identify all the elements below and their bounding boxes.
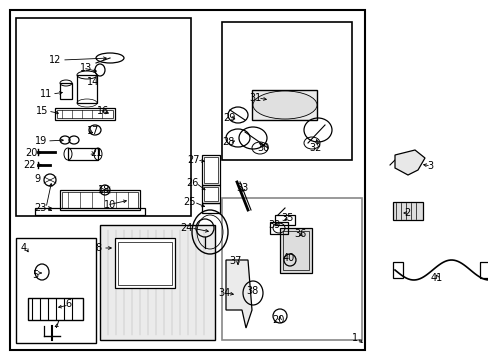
Bar (60, 190, 140, 210)
Text: 11: 11 (40, 89, 52, 99)
Bar (115, 238, 175, 288)
Bar (269, 222, 287, 234)
Text: 20: 20 (271, 315, 284, 325)
Bar (203, 157, 218, 183)
Bar (62, 192, 138, 208)
Text: 29: 29 (223, 113, 235, 123)
Text: 7: 7 (53, 320, 59, 330)
Bar (283, 231, 308, 270)
Bar (16, 238, 96, 343)
Text: 18: 18 (98, 185, 110, 195)
Text: 36: 36 (293, 229, 305, 239)
Bar (202, 203, 220, 213)
Text: 34: 34 (218, 288, 230, 298)
Bar (68, 148, 98, 160)
Text: 23: 23 (34, 203, 46, 213)
Text: 27: 27 (186, 155, 199, 165)
Bar (77, 75, 97, 103)
Text: 13: 13 (80, 63, 92, 73)
Polygon shape (225, 260, 251, 328)
Bar (251, 90, 316, 120)
Text: 39: 39 (267, 220, 280, 230)
Text: 8: 8 (95, 243, 101, 253)
Text: 30: 30 (256, 143, 268, 153)
Bar (16, 18, 191, 216)
Text: 26: 26 (185, 178, 198, 188)
Bar (28, 298, 83, 320)
Bar (118, 242, 172, 285)
Text: 10: 10 (103, 200, 116, 210)
Text: 33: 33 (235, 183, 247, 193)
Bar (100, 225, 215, 340)
Text: 41: 41 (430, 273, 442, 283)
Bar (60, 83, 72, 99)
Bar (392, 262, 402, 278)
Bar (57, 110, 113, 118)
Text: 2: 2 (403, 208, 409, 218)
Bar (274, 215, 294, 225)
Text: 21: 21 (90, 148, 102, 158)
Text: 25: 25 (183, 197, 196, 207)
Text: 12: 12 (49, 55, 61, 65)
Text: 28: 28 (222, 137, 234, 147)
Text: 19: 19 (35, 136, 47, 146)
Text: 20: 20 (25, 148, 37, 158)
Text: 37: 37 (229, 256, 242, 266)
Bar (280, 228, 311, 273)
Bar (10, 10, 364, 350)
Text: 6: 6 (65, 299, 71, 309)
Text: 16: 16 (97, 106, 109, 116)
Bar (202, 155, 220, 185)
Bar (35, 208, 145, 215)
Bar (222, 22, 351, 160)
Text: 3: 3 (426, 161, 432, 171)
Bar (202, 185, 220, 203)
Ellipse shape (252, 91, 316, 119)
Text: 24: 24 (180, 223, 192, 233)
Polygon shape (394, 150, 424, 175)
Text: 9: 9 (34, 174, 40, 184)
Text: 22: 22 (24, 160, 36, 170)
Text: 15: 15 (36, 106, 48, 116)
Text: 31: 31 (248, 93, 261, 103)
Bar (479, 262, 488, 278)
Text: 40: 40 (282, 253, 295, 263)
Text: 5: 5 (32, 270, 38, 280)
Text: 17: 17 (87, 126, 99, 136)
Text: 35: 35 (280, 213, 293, 223)
Text: 4: 4 (21, 243, 27, 253)
Text: 38: 38 (245, 286, 258, 296)
Text: 14: 14 (87, 77, 99, 87)
Bar (55, 108, 115, 120)
Bar (203, 187, 218, 201)
Bar (392, 202, 422, 220)
Text: 1: 1 (351, 333, 357, 343)
Text: 32: 32 (309, 143, 322, 153)
Bar (222, 198, 361, 340)
